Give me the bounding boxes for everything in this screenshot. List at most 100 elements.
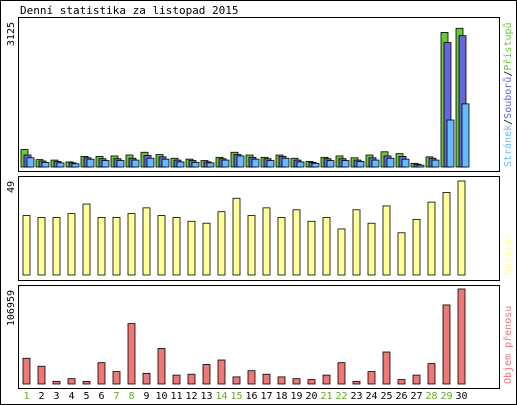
- requests-bar-Stránek-4: [71, 163, 80, 168]
- visits-bar-6: [97, 217, 106, 276]
- visits-bar-16: [247, 215, 256, 276]
- traffic-bar-3: [52, 380, 61, 385]
- visits-bar-1: [22, 215, 31, 276]
- day-label-29: 29: [440, 391, 452, 402]
- traffic-bar-2: [37, 365, 46, 385]
- requests-bar-Stránek-21: [326, 160, 335, 168]
- traffic-bar-22: [337, 362, 346, 385]
- traffic-bar-13: [202, 364, 211, 385]
- requests-bar-Stránek-7: [116, 160, 125, 168]
- day-label-25: 25: [380, 391, 392, 402]
- day-axis-labels: 1 2 3 4 5 6 7 8 9 10 11 12 13 14 15 16 17 18 19 20 21 22 23 24 2…: [23, 391, 467, 402]
- day-label-17: 17: [260, 391, 272, 402]
- requests-bar-Stránek-15: [236, 155, 245, 168]
- requests-bar-Stránek-14: [221, 159, 230, 168]
- traffic-bar-15: [232, 376, 241, 385]
- visits-bar-2: [37, 217, 46, 276]
- traffic-bar-12: [187, 373, 196, 385]
- requests-bar-Stránek-16: [251, 158, 260, 168]
- requests-legend: Stránek/Souborů/Přístupů: [502, 22, 514, 167]
- visits-bar-23: [352, 209, 361, 276]
- traffic-bar-24: [367, 371, 376, 385]
- requests-bar-Stránek-27: [416, 164, 425, 168]
- traffic-bar-17: [262, 373, 271, 385]
- day-label-30: 30: [455, 391, 467, 402]
- requests-bar-Stránek-28: [431, 159, 440, 168]
- requests-bar-Stránek-6: [101, 160, 110, 168]
- traffic-bar-8: [127, 323, 136, 385]
- visits-bar-21: [322, 217, 331, 276]
- requests-bar-Stránek-5: [86, 158, 95, 168]
- requests-bar-Stránek-30: [461, 103, 470, 168]
- day-label-10: 10: [155, 391, 167, 402]
- day-label-2: 2: [38, 391, 44, 402]
- visits-bar-12: [187, 220, 196, 276]
- requests-bar-Stránek-13: [206, 162, 215, 168]
- traffic-bar-5: [82, 380, 91, 385]
- requests-bar-Stránek-12: [191, 161, 200, 168]
- visits-bar-7: [112, 217, 121, 276]
- traffic-bar-6: [97, 362, 106, 385]
- day-label-1: 1: [23, 391, 29, 402]
- traffic-ymax-label: 106959: [6, 290, 17, 326]
- visits-bar-5: [82, 203, 91, 276]
- requests-bar-Stránek-17: [266, 160, 275, 168]
- legend-item-Objem přenosu: Objem přenosu: [502, 306, 514, 384]
- panel-visits: 49 Návštěv: [6, 176, 514, 281]
- day-label-3: 3: [53, 391, 59, 402]
- requests-bar-Stránek-25: [386, 157, 395, 168]
- day-label-8: 8: [128, 391, 134, 402]
- day-label-20: 20: [305, 391, 317, 402]
- legend-item-Přístupů: Přístupů: [502, 22, 514, 70]
- visits-bar-30: [457, 180, 466, 276]
- panel-traffic: 106959 Objem přenosu: [6, 285, 514, 389]
- day-label-11: 11: [170, 391, 182, 402]
- traffic-legend: Objem přenosu: [502, 306, 514, 384]
- visits-bar-8: [127, 213, 136, 276]
- traffic-bar-21: [322, 374, 331, 385]
- requests-bar-Stránek-23: [356, 161, 365, 168]
- visits-bar-15: [232, 197, 241, 276]
- day-label-9: 9: [143, 391, 149, 402]
- traffic-bar-18: [277, 376, 286, 385]
- traffic-bar-9: [142, 372, 151, 385]
- requests-bar-Stránek-19: [296, 161, 305, 168]
- visits-bar-28: [427, 201, 436, 276]
- day-label-26: 26: [395, 391, 407, 402]
- day-label-22: 22: [335, 391, 347, 402]
- panel-requests: 3125 Stránek/Souborů/Přístupů: [6, 17, 514, 172]
- requests-bar-Stránek-18: [281, 157, 290, 168]
- day-label-24: 24: [365, 391, 377, 402]
- day-label-18: 18: [275, 391, 287, 402]
- chart-panels: 3125 Stránek/Souborů/Přístupů 49 Návštěv 106…: [6, 17, 514, 389]
- day-label-5: 5: [83, 391, 89, 402]
- visits-ymax-label: 49: [6, 181, 17, 193]
- traffic-bar-11: [172, 374, 181, 385]
- requests-bar-Stránek-3: [56, 162, 65, 168]
- day-label-16: 16: [245, 391, 257, 402]
- requests-bar-Stránek-11: [176, 161, 185, 168]
- visits-bar-17: [262, 207, 271, 276]
- visits-bar-18: [277, 217, 286, 276]
- visits-panel-border: [18, 176, 500, 281]
- day-label-13: 13: [200, 391, 212, 402]
- requests-bar-Stránek-1: [26, 157, 35, 168]
- requests-bar-Stránek-10: [161, 158, 170, 168]
- day-label-15: 15: [230, 391, 242, 402]
- traffic-bar-4: [67, 378, 76, 385]
- requests-panel-border: [18, 17, 500, 172]
- visits-legend: Návštěv: [502, 233, 514, 275]
- requests-bar-Stránek-24: [371, 159, 380, 168]
- traffic-panel-border: [18, 285, 500, 389]
- visits-bar-14: [217, 211, 226, 276]
- traffic-bar-28: [427, 363, 436, 385]
- traffic-bar-20: [307, 379, 316, 385]
- requests-ymax-label: 3125: [6, 22, 17, 46]
- visits-bar-10: [157, 215, 166, 276]
- requests-bar-Stránek-22: [341, 160, 350, 168]
- requests-bar-Stránek-2: [41, 161, 50, 168]
- visits-bar-27: [412, 218, 421, 276]
